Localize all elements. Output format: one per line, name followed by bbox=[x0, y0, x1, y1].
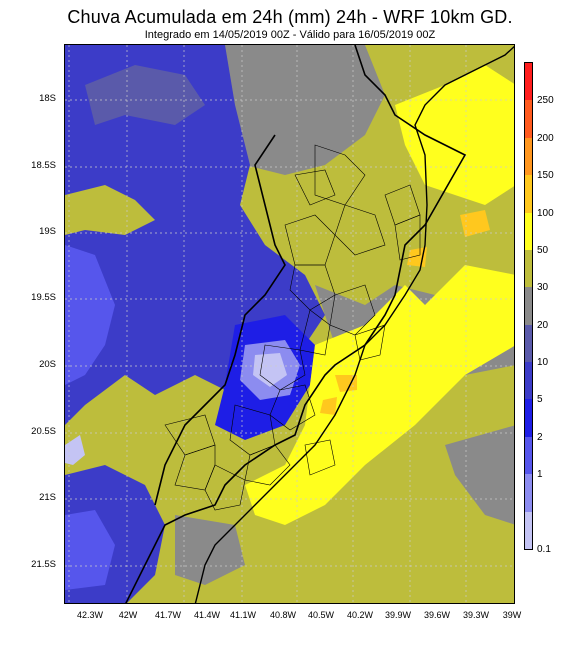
lon-tick-39-6w: 39.6W bbox=[423, 610, 450, 620]
lat-tick-20s: 20S bbox=[39, 359, 56, 370]
field-olive-west bbox=[65, 185, 155, 235]
state-boundary bbox=[125, 45, 467, 603]
colorbar-level-label: 50 bbox=[537, 244, 549, 256]
colorbar-level-label: 20 bbox=[537, 319, 549, 331]
lat-tick-19s: 19S bbox=[39, 226, 56, 237]
field-orange-spot-3 bbox=[335, 375, 357, 392]
colorbar-level-label: 100 bbox=[537, 207, 554, 219]
colorbar-segment-lavender bbox=[525, 511, 532, 549]
colorbar-segment-blue bbox=[525, 398, 532, 437]
field-lavender-sw bbox=[65, 435, 85, 465]
state-boundary-west bbox=[154, 134, 286, 506]
lon-tick-42w: 42W bbox=[118, 610, 138, 620]
field-yellow-coast bbox=[245, 265, 514, 525]
coastline bbox=[194, 45, 514, 603]
colorbar bbox=[524, 62, 533, 550]
lon-tick-41-1w: 41.1W bbox=[229, 610, 256, 620]
lat-tick-18-5s: 18.5S bbox=[31, 160, 56, 171]
lon-tick-41-7w: 41.7W bbox=[154, 610, 181, 620]
lon-tick-42-3w: 42.3W bbox=[76, 610, 103, 620]
lon-tick-40-2w: 40.2W bbox=[346, 610, 373, 620]
field-yellow-north bbox=[395, 65, 514, 205]
field-midblue-sw bbox=[65, 510, 115, 590]
colorbar-segment-red bbox=[525, 62, 532, 101]
colorbar-segment-olive bbox=[525, 249, 532, 288]
field-gray-south bbox=[445, 425, 514, 525]
field-orange-spot-4 bbox=[320, 397, 337, 415]
colorbar-segment-gray bbox=[525, 286, 532, 325]
field-slate bbox=[85, 65, 205, 125]
colorbar-segment-light-blue bbox=[525, 473, 532, 512]
colorbar-level-label: 1 bbox=[537, 469, 543, 481]
map-canvas bbox=[65, 45, 514, 603]
lon-tick-39w: 39W bbox=[502, 610, 522, 620]
colorbar-level-label: 30 bbox=[537, 282, 549, 294]
municipal-boundaries bbox=[164, 144, 421, 511]
colorbar-level-label: 250 bbox=[537, 95, 554, 107]
colorbar-level-label: 200 bbox=[537, 132, 554, 144]
colorbar-segment-orange bbox=[525, 137, 532, 176]
colorbar-segment-medium-blue bbox=[525, 436, 532, 475]
graticule bbox=[65, 45, 514, 603]
field-gray-north bbox=[215, 45, 385, 175]
colorbar-segment-yellow bbox=[525, 212, 532, 250]
colorbar-segment-dark-blue bbox=[525, 361, 532, 400]
lat-tick-21-5s: 21.5S bbox=[31, 559, 56, 570]
field-orange-spot-1 bbox=[460, 210, 490, 237]
colorbar-segment-light-orange bbox=[525, 174, 532, 213]
colorbar-segment-slate-blue bbox=[525, 324, 532, 363]
colorbar-level-label: 150 bbox=[537, 170, 554, 182]
colorbar-level-label: 0.1 bbox=[537, 544, 551, 555]
lon-tick-41-4w: 41.4W bbox=[193, 610, 220, 620]
lat-tick-19-5s: 19.5S bbox=[31, 292, 56, 303]
colorbar-level-label: 10 bbox=[537, 357, 549, 369]
lon-tick-40-8w: 40.8W bbox=[269, 610, 296, 620]
precipitation-map bbox=[64, 44, 515, 604]
colorbar-level-label: 2 bbox=[537, 431, 543, 443]
lon-tick-39-9w: 39.9W bbox=[384, 610, 411, 620]
colorbar-level-label: 5 bbox=[537, 394, 543, 406]
field-midblue-west bbox=[65, 245, 115, 385]
lat-tick-20-5s: 20.5S bbox=[31, 426, 56, 437]
lat-tick-21s: 21S bbox=[39, 492, 56, 503]
map-title: Chuva Acumulada em 24h (mm) 24h - WRF 10… bbox=[67, 7, 513, 27]
lat-tick-18s: 18S bbox=[39, 93, 56, 104]
colorbar-segment-dark-orange bbox=[525, 99, 532, 138]
lon-tick-40-5w: 40.5W bbox=[307, 610, 334, 620]
map-subtitle: Integrado em 14/05/2019 00Z - Válido par… bbox=[144, 29, 436, 41]
lon-tick-39-3w: 39.3W bbox=[462, 610, 489, 620]
field-lavender-center bbox=[253, 353, 287, 387]
